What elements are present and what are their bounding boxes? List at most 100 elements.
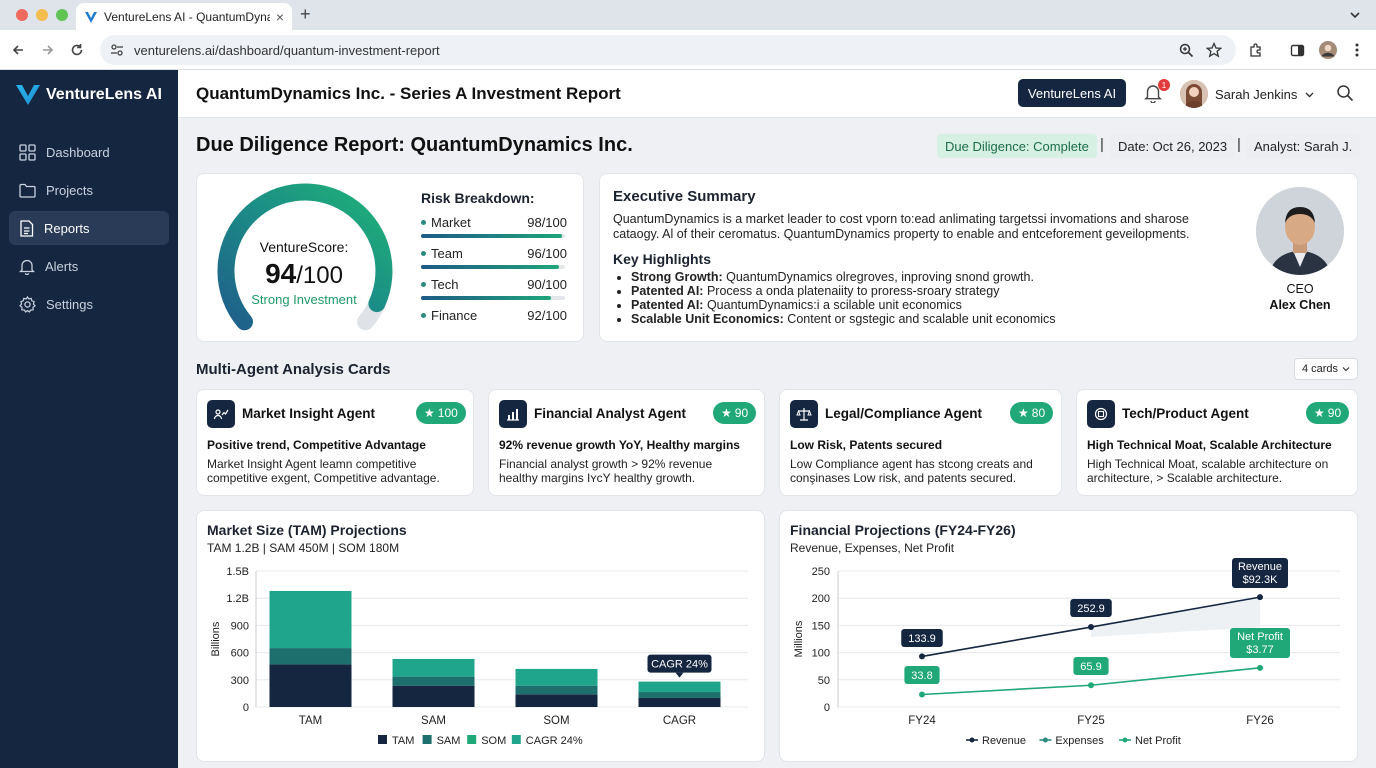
status-badge: Due Diligence: Complete [937,134,1097,158]
market-size-chart-card: Market Size (TAM) Projections TAM 1.2B |… [196,510,765,762]
extensions-icon[interactable] [1245,40,1265,60]
agent-score-badge: ★ 90 [1306,402,1350,424]
document-icon [20,219,34,237]
bar-segment [638,681,721,693]
highlight-text: QuantumDynamics olregroves, inproving sn… [722,270,1034,284]
close-window-button[interactable] [16,9,28,21]
sidebar-item-label: Settings [46,296,93,312]
search-button[interactable] [1336,84,1356,104]
y-tick-label: 150 [812,620,830,632]
back-arrow-icon[interactable] [8,40,28,60]
avatar [1180,80,1208,108]
browser-tab[interactable]: VentureLens AI - QuantumDynam × [76,3,292,30]
legend-swatch [467,735,477,744]
risk-label: Team [421,246,463,261]
browser-menu-icon[interactable] [1347,40,1367,60]
score-rating: Strong Investment [251,292,357,307]
bullet-icon [421,282,426,287]
y-tick-label: 900 [231,620,249,632]
date-badge: Date: Oct 26, 2023 [1110,134,1236,158]
profile-avatar-icon[interactable] [1318,40,1338,60]
bullet-icon [421,313,426,318]
bell-icon [19,259,35,275]
scales-icon [790,400,818,428]
list-item: Patented AI: QuantumDynamics:i a scilabl… [631,298,1251,312]
brand[interactable]: VentureLens AI [16,84,162,106]
profit-end-box [1230,628,1290,658]
reload-icon[interactable] [67,40,87,60]
agent-headline: Positive trend, Competitive Advantage [207,438,426,452]
agent-card-financial[interactable]: Financial Analyst Agent ★ 90 92% revenue … [488,389,765,496]
highlights-list: Strong Growth: QuantumDynamics olregrove… [631,270,1251,326]
data-point [1088,682,1094,689]
site-settings-icon[interactable] [110,43,124,57]
tab-search-button[interactable] [1344,4,1366,26]
zoom-icon[interactable] [1176,40,1196,60]
report-heading: Due Diligence Report: QuantumDynamics In… [196,134,633,156]
list-item: Patented AI: Process a onda platenaiity … [631,284,1251,298]
y-tick-label: 1.2B [226,593,249,605]
agent-headline: High Technical Moat, Scalable Architectu… [1087,438,1332,452]
user-menu[interactable]: Sarah Jenkins [1180,80,1315,108]
brand-name: VentureLens AI [46,86,162,103]
card-count-value: 4 cards [1301,363,1339,375]
revenue-label-box [1070,599,1112,617]
star-icon: ★ [721,406,732,420]
maximize-window-button[interactable] [56,9,68,21]
bar-segment [392,685,475,707]
sidebar-item-dashboard[interactable]: Dashboard [9,135,169,169]
new-tab-button[interactable]: + [300,4,311,24]
bar-segment [515,685,598,695]
venturelens-favicon-icon [84,10,98,24]
legend-label: Net Profit [1135,735,1181,747]
notifications-button[interactable]: 1 [1144,79,1170,105]
risk-bar [421,296,565,300]
data-point [919,653,925,660]
profit-label-box [904,666,940,684]
chart-subtitle: TAM 1.2B | SAM 450M | SOM 180M [207,541,400,555]
agent-summary: Market Insight Agent leamn competitive c… [207,457,440,485]
minimize-window-button[interactable] [36,9,48,21]
gauge-fill [217,183,393,331]
bullet-icon [421,220,426,225]
risk-breakdown-title: Risk Breakdown: [421,190,535,206]
agent-card-market[interactable]: Market Insight Agent ★ 100 Positive trend… [196,389,474,496]
y-tick-label: 250 [812,566,830,578]
venturelens-button[interactable]: VentureLens AI [1018,79,1126,107]
legend-marker [1042,737,1048,743]
executive-summary-card: Executive Summary QuantumDynamics is a m… [599,173,1358,342]
chip-icon [1087,400,1115,428]
sidebar-item-settings[interactable]: Settings [9,287,169,321]
y-tick-label: 0 [824,702,830,714]
agent-score: 80 [1031,406,1046,420]
agent-card-legal[interactable]: Legal/Compliance Agent ★ 80 Low Risk, Pat… [779,389,1062,496]
forward-arrow-icon[interactable] [38,40,58,60]
section-title: Multi-Agent Analysis Cards [196,361,391,378]
separator: | [1100,136,1104,153]
card-count-select[interactable]: 4 cards [1294,358,1358,380]
bar-segment [269,664,352,707]
highlight-text: Process a onda platenaiity to proress-sr… [703,284,1000,298]
people-chart-icon [207,400,235,428]
bookmark-star-icon[interactable] [1204,40,1224,60]
legend-label: Expenses [1055,735,1104,747]
url-field[interactable]: venturelens.ai/dashboard/quantum-investm… [100,35,1236,65]
bar-segment [392,676,475,686]
risk-label: Tech [421,277,458,292]
revenue-label-box [901,629,943,647]
agent-score: 90 [1327,406,1342,420]
sidebar-item-reports[interactable]: Reports [9,211,169,245]
profit-end-value: $3.77 [1246,644,1274,656]
agent-card-tech[interactable]: Tech/Product Agent ★ 90 High Technical Mo… [1076,389,1358,496]
data-point [1088,624,1094,631]
sidebar-item-projects[interactable]: Projects [9,173,169,207]
sidebar-item-alerts[interactable]: Alerts [9,249,169,283]
side-panel-icon[interactable] [1287,40,1307,60]
sidebar-item-label: Alerts [45,258,79,274]
close-tab-icon[interactable]: × [275,8,284,25]
risk-value: 92/100 [527,308,567,323]
bar-segment [269,648,352,665]
notification-badge: 1 [1158,79,1170,91]
chart-subtitle: Revenue, Expenses, Net Profit [790,541,955,555]
executive-summary-text: QuantumDynamics is a market leader to co… [613,212,1190,241]
